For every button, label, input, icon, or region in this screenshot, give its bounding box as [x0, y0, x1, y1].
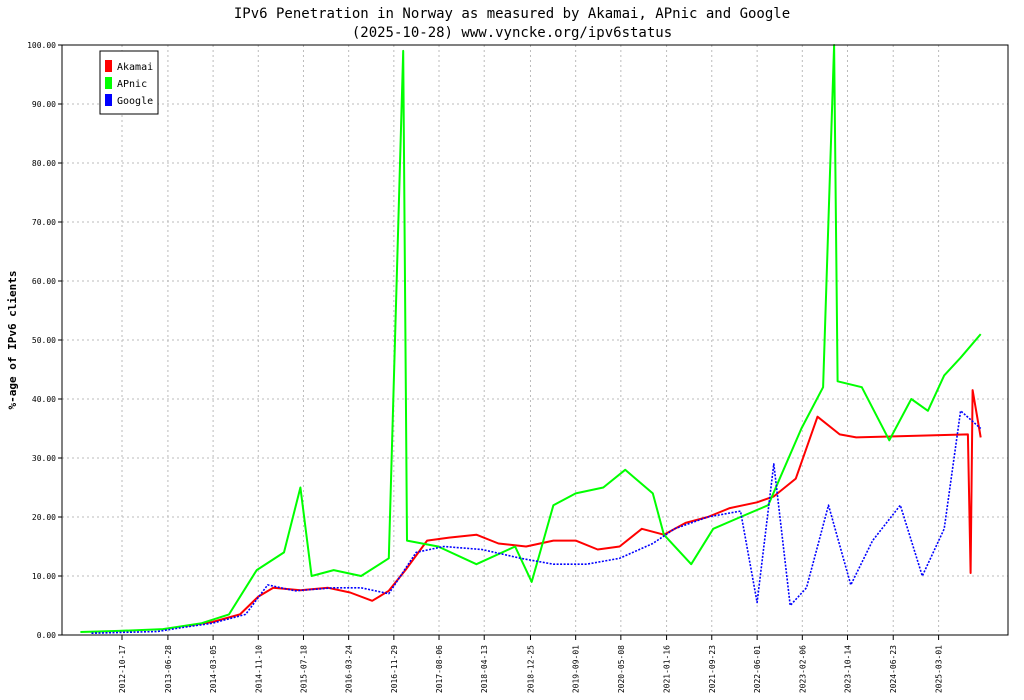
legend: Akamai APnic Google	[99, 50, 159, 115]
series-line-apnic	[80, 44, 982, 633]
y-axis-label: %-age of IPv6 clients	[6, 270, 19, 409]
y-tick-label: 50.00	[32, 336, 56, 345]
x-tick-label: 2021-01-16	[663, 645, 672, 693]
legend-swatch-google	[105, 94, 112, 106]
x-tick-label: 2014-11-10	[254, 645, 263, 693]
y-ticks: 0.00 10.00 20.00 30.00 40.00 50.00 60.00 70.00 8…	[27, 41, 62, 640]
x-tick-label: 2018-12-25	[526, 645, 535, 693]
y-tick-label: 90.00	[32, 100, 56, 109]
grid	[62, 45, 1008, 635]
x-tick-label: 2015-07-18	[299, 645, 308, 693]
series-group	[80, 44, 982, 634]
chart-subtitle: (2025-10-28) www.vyncke.org/ipv6status	[352, 25, 672, 41]
y-tick-label: 100.00	[27, 41, 56, 50]
x-tick-label: 2024-06-23	[889, 645, 898, 693]
legend-label-google: Google	[117, 96, 153, 107]
y-tick-label: 40.00	[32, 395, 56, 404]
y-tick-label: 20.00	[32, 513, 56, 522]
x-tick-label: 2020-05-08	[617, 645, 626, 693]
y-tick-label: 0.00	[37, 631, 56, 640]
x-tick-label: 2016-11-29	[390, 645, 399, 693]
legend-label-apnic: APnic	[117, 79, 147, 90]
y-tick-label: 30.00	[32, 454, 56, 463]
x-tick-label: 2021-09-23	[708, 645, 717, 693]
legend-swatch-apnic	[105, 77, 112, 89]
x-tick-label: 2023-02-06	[798, 645, 807, 693]
legend-label-akamai: Akamai	[117, 62, 153, 73]
y-tick-label: 80.00	[32, 159, 56, 168]
series-line-google	[91, 409, 982, 634]
x-ticks: 2012-10-17 2013-06-28 2014-03-05 2014-11-10…	[118, 635, 944, 693]
x-tick-label: 2017-08-06	[435, 645, 444, 693]
series-line-akamai	[184, 389, 982, 628]
x-tick-label: 2014-03-05	[209, 645, 218, 693]
y-tick-label: 70.00	[32, 218, 56, 227]
x-tick-label: 2019-09-01	[572, 645, 581, 693]
x-tick-label: 2022-06-01	[753, 645, 762, 693]
x-tick-label: 2023-10-14	[844, 645, 853, 693]
x-tick-label: 2025-03-01	[935, 645, 944, 693]
x-tick-label: 2016-03-24	[345, 645, 354, 693]
y-tick-label: 10.00	[32, 572, 56, 581]
x-tick-label: 2013-06-28	[164, 645, 173, 693]
chart-title: IPv6 Penetration in Norway as measured b…	[234, 6, 790, 22]
y-tick-label: 60.00	[32, 277, 56, 286]
x-tick-label: 2018-04-13	[480, 645, 489, 693]
x-tick-label: 2012-10-17	[118, 645, 127, 693]
legend-swatch-akamai	[105, 60, 112, 72]
